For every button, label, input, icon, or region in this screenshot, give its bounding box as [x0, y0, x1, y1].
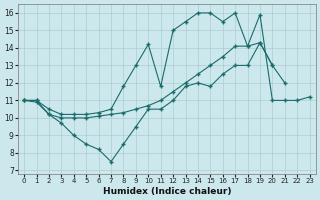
- X-axis label: Humidex (Indice chaleur): Humidex (Indice chaleur): [103, 187, 231, 196]
